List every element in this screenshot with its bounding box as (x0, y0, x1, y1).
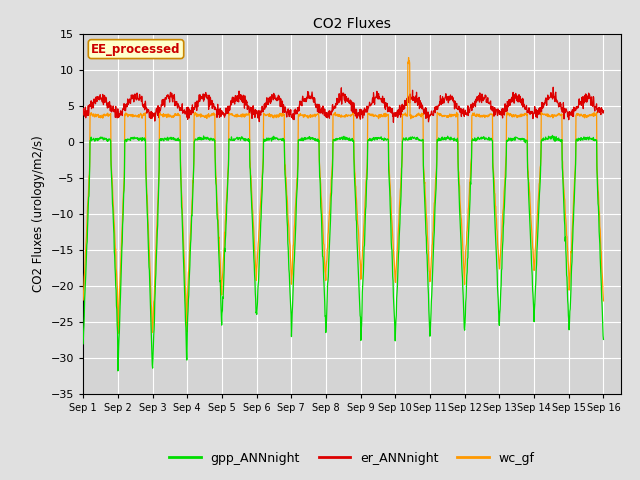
Legend: gpp_ANNnight, er_ANNnight, wc_gf: gpp_ANNnight, er_ANNnight, wc_gf (164, 447, 540, 469)
Text: EE_processed: EE_processed (92, 43, 180, 56)
Y-axis label: CO2 Fluxes (urology/m2/s): CO2 Fluxes (urology/m2/s) (32, 135, 45, 292)
Title: CO2 Fluxes: CO2 Fluxes (313, 17, 391, 31)
